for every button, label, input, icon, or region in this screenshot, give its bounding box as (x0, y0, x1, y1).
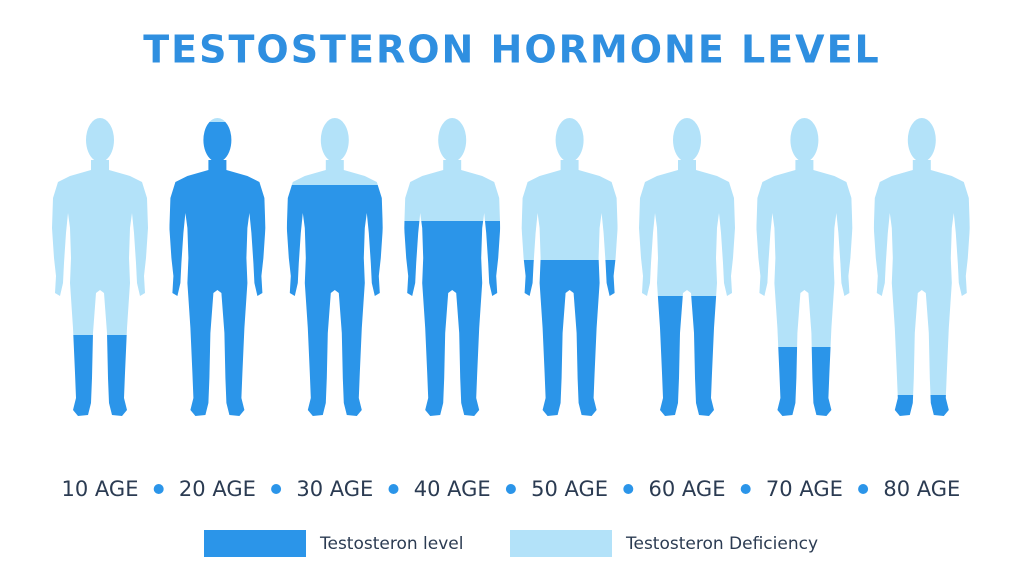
separator-dot (271, 484, 282, 494)
figure-segment (404, 221, 501, 416)
figure-segment (521, 260, 618, 416)
separator-dot (388, 484, 399, 494)
category-label: 40 AGE (414, 477, 491, 501)
separator-dot (858, 484, 869, 494)
figure-segment (286, 185, 383, 416)
category-label: 10 AGE (62, 477, 139, 501)
figure-segment (286, 118, 383, 185)
separator-dot (153, 484, 164, 494)
figure-segment (521, 118, 618, 260)
legend-label: Testosteron Deficiency (625, 534, 818, 554)
category-label: 20 AGE (179, 477, 256, 501)
figure (521, 118, 618, 416)
figure-segment (756, 347, 853, 416)
figure (286, 118, 383, 416)
separator-dot (505, 484, 516, 494)
figure-segment (52, 335, 148, 416)
category-label: 50 AGE (531, 477, 608, 501)
figure (756, 118, 853, 416)
figure (873, 118, 970, 416)
chart-title: TESTOSTERON HORMONE LEVEL (143, 28, 881, 72)
category-label: 60 AGE (649, 477, 726, 501)
figure-segment (169, 122, 266, 416)
category-label: 70 AGE (766, 477, 843, 501)
figure (52, 118, 148, 416)
separator-dot (623, 484, 634, 494)
legend-label: Testosteron level (319, 534, 463, 554)
legend-swatch (204, 530, 306, 557)
figure-segment (873, 395, 970, 416)
figure (639, 118, 735, 416)
figure-segment (52, 118, 148, 335)
figure-segment (169, 118, 266, 122)
figure-segment (639, 296, 735, 416)
figure-segment (873, 118, 970, 395)
legend-swatch (510, 530, 612, 557)
separator-dot (740, 484, 751, 494)
category-label: 30 AGE (296, 477, 373, 501)
figure (404, 118, 501, 416)
category-label: 80 AGE (883, 477, 960, 501)
figure-segment (639, 118, 735, 296)
figure (169, 118, 266, 416)
figure-segment (756, 118, 853, 347)
figure-segment (404, 118, 501, 221)
